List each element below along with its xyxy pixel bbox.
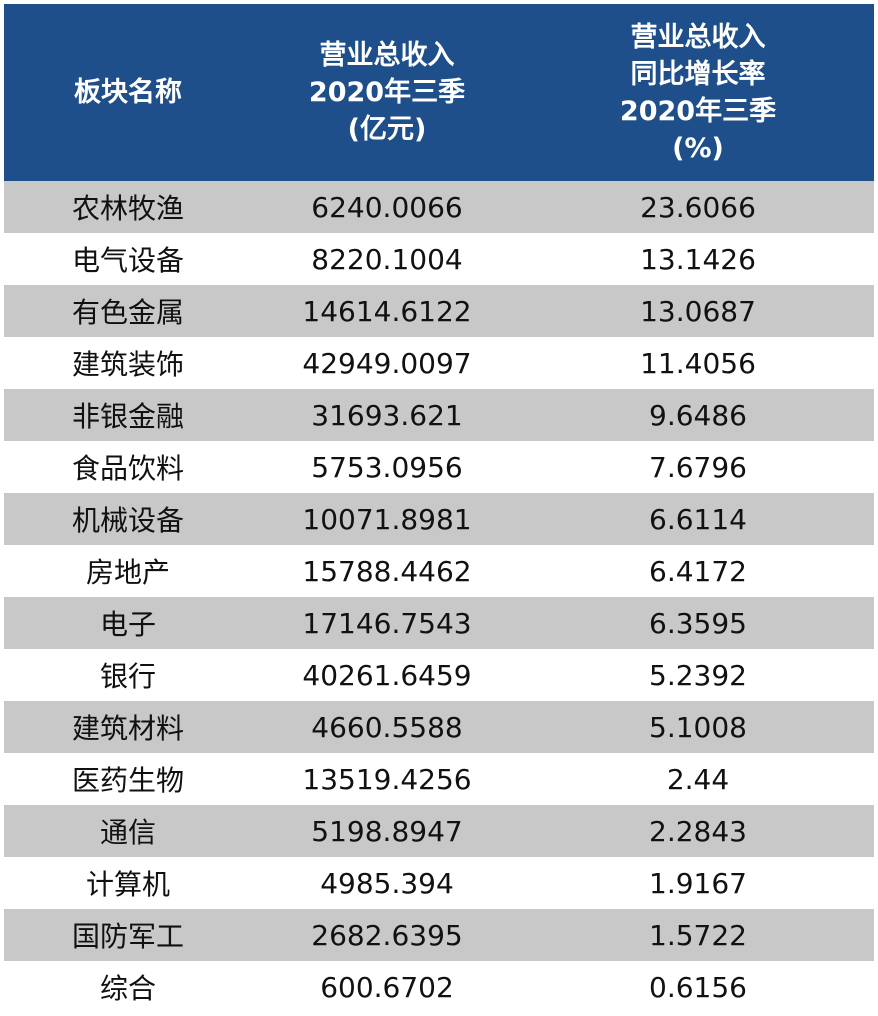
growth-cell: 11.4056 <box>640 346 756 380</box>
sector-name-cell: 农林牧渔 <box>71 192 184 225</box>
header-line: 营业总收入 <box>630 21 766 53</box>
header-sector-name: 板块名称 <box>4 4 252 181</box>
revenue-cell: 42949.0097 <box>302 346 472 380</box>
header-total-revenue: 营业总收入 2020年三季 (亿元) <box>252 4 522 181</box>
sector-name-cell: 有色金属 <box>71 296 184 329</box>
growth-cell: 9.6486 <box>649 398 747 432</box>
sector-name-cell: 电气设备 <box>71 244 184 277</box>
table-header: 板块名称 营业总收入 2020年三季 (亿元) 营业总收入 同比增长率 2020… <box>4 4 874 181</box>
growth-cell: 5.1008 <box>649 710 747 744</box>
revenue-cell: 4660.5588 <box>311 710 463 744</box>
table-row: 农林牧渔 6240.0066 23.6066 <box>4 181 874 233</box>
header-line: (%) <box>672 132 724 164</box>
header-line: 板块名称 <box>74 77 182 108</box>
revenue-cell: 14614.6122 <box>302 294 472 328</box>
revenue-cell: 13519.4256 <box>302 762 472 796</box>
growth-cell: 6.4172 <box>649 554 747 588</box>
revenue-cell: 6240.0066 <box>311 190 463 224</box>
growth-cell: 13.0687 <box>640 294 756 328</box>
table-row: 综合 600.6702 0.6156 <box>4 961 874 1013</box>
growth-cell: 23.6066 <box>640 190 756 224</box>
growth-cell: 6.6114 <box>649 502 747 536</box>
growth-cell: 1.5722 <box>649 918 747 952</box>
sector-name-cell: 房地产 <box>85 556 170 589</box>
growth-cell: 1.9167 <box>649 866 747 900</box>
revenue-cell: 8220.1004 <box>311 242 463 276</box>
sector-name-cell: 通信 <box>99 816 156 849</box>
sector-name-cell: 计算机 <box>85 868 170 901</box>
revenue-cell: 5753.0956 <box>311 450 463 484</box>
revenue-cell: 2682.6395 <box>311 918 463 952</box>
revenue-cell: 10071.8981 <box>302 502 472 536</box>
sector-name-cell: 建筑材料 <box>71 712 184 745</box>
table-row: 医药生物 13519.4256 2.44 <box>4 753 874 805</box>
header-line: 2020年三季 <box>619 95 777 127</box>
table-row: 国防军工 2682.6395 1.5722 <box>4 909 874 961</box>
growth-cell: 2.2843 <box>649 814 747 848</box>
sector-name-cell: 电子 <box>99 608 156 641</box>
growth-cell: 7.6796 <box>649 450 747 484</box>
revenue-cell: 5198.8947 <box>311 814 463 848</box>
revenue-cell: 31693.621 <box>311 398 463 432</box>
header-revenue-growth: 营业总收入 同比增长率 2020年三季 (%) <box>522 4 874 181</box>
table-row: 电气设备 8220.1004 13.1426 <box>4 233 874 285</box>
header-line: 同比增长率 <box>630 58 766 90</box>
sector-name-cell: 机械设备 <box>71 504 184 537</box>
growth-cell: 6.3595 <box>649 606 747 640</box>
revenue-cell: 40261.6459 <box>302 658 472 692</box>
table-row: 计算机 4985.394 1.9167 <box>4 857 874 909</box>
table-row: 机械设备 10071.8981 6.6114 <box>4 493 874 545</box>
revenue-cell: 4985.394 <box>320 866 454 900</box>
table-body: 农林牧渔 6240.0066 23.6066 电气设备 8220.1004 13.1426… <box>4 181 874 1013</box>
table-row: 电子 17146.7543 6.3595 <box>4 597 874 649</box>
revenue-cell: 17146.7543 <box>302 606 472 640</box>
table-row: 房地产 15788.4462 6.4172 <box>4 545 874 597</box>
sector-name-cell: 国防军工 <box>71 920 184 953</box>
header-line: 营业总收入 <box>319 40 455 71</box>
growth-cell: 5.2392 <box>649 658 747 692</box>
revenue-table: 板块名称 营业总收入 2020年三季 (亿元) 营业总收入 同比增长率 2020… <box>4 4 874 1013</box>
growth-cell: 13.1426 <box>640 242 756 276</box>
table-row: 银行 40261.6459 5.2392 <box>4 649 874 701</box>
sector-name-cell: 食品饮料 <box>71 452 184 485</box>
sector-name-cell: 医药生物 <box>71 764 184 797</box>
table-row: 有色金属 14614.6122 13.0687 <box>4 285 874 337</box>
growth-cell: 0.6156 <box>649 970 747 1004</box>
sector-name-cell: 综合 <box>99 972 156 1005</box>
header-line: (亿元) <box>347 114 427 145</box>
table-row: 建筑装饰 42949.0097 11.4056 <box>4 337 874 389</box>
revenue-cell: 15788.4462 <box>302 554 472 588</box>
table-row: 非银金融 31693.621 9.6486 <box>4 389 874 441</box>
revenue-cell: 600.6702 <box>320 970 454 1004</box>
table-row: 建筑材料 4660.5588 5.1008 <box>4 701 874 753</box>
header-line: 2020年三季 <box>308 77 466 108</box>
table-row: 通信 5198.8947 2.2843 <box>4 805 874 857</box>
table-row: 食品饮料 5753.0956 7.6796 <box>4 441 874 493</box>
growth-cell: 2.44 <box>666 762 730 796</box>
sector-name-cell: 建筑装饰 <box>71 348 184 381</box>
sector-name-cell: 银行 <box>99 660 156 693</box>
sector-name-cell: 非银金融 <box>71 400 184 433</box>
